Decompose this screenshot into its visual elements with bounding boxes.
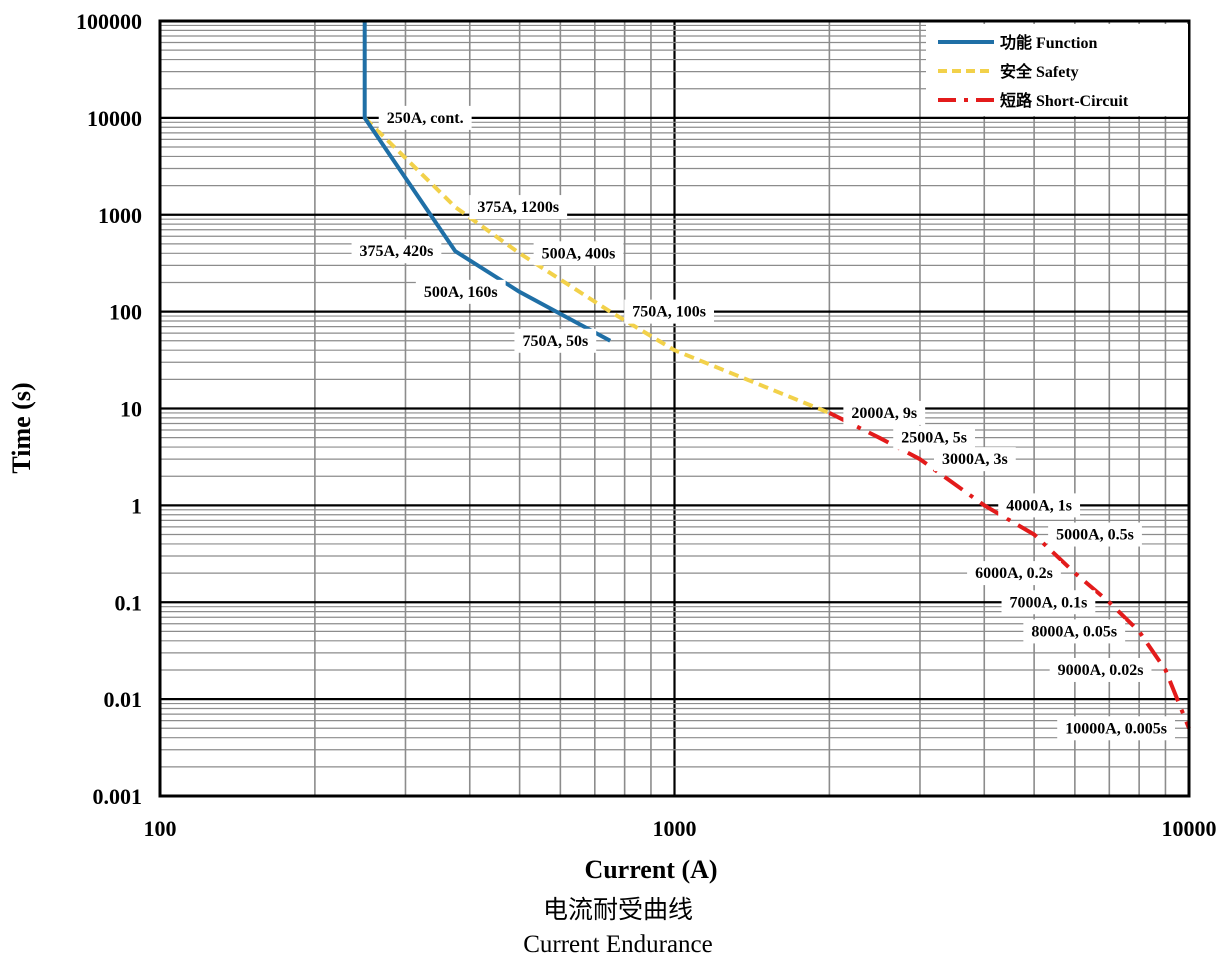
legend-label: 短路 Short-Circuit: [1000, 91, 1129, 110]
point-label-background: [624, 299, 715, 324]
point-label-text: 500A, 400s: [542, 245, 616, 262]
x-tick-label: 100: [144, 816, 177, 841]
point-label-background: [893, 425, 976, 450]
x-tick-label: 10000: [1162, 816, 1217, 841]
point-label-background: [843, 400, 926, 425]
caption-chinese: 电流耐受曲线: [543, 896, 693, 924]
point-label: 500A, 160s: [415, 279, 506, 304]
point-label-background: [351, 239, 442, 264]
point-label-text: 2000A, 9s: [851, 405, 917, 422]
point-label: 2500A, 5s: [893, 425, 976, 450]
point-label: 4000A, 1s: [998, 493, 1081, 518]
grid: [160, 21, 1189, 796]
point-label: 9000A, 0.02s: [1049, 657, 1152, 682]
point-label-text: 9000A, 0.02s: [1058, 662, 1144, 679]
point-label-text: 375A, 420s: [360, 243, 434, 260]
x-axis-title: Current (A): [584, 855, 717, 884]
y-tick-label: 0.001: [93, 784, 143, 809]
point-label-text: 7000A, 0.1s: [1010, 594, 1088, 611]
y-tick-label: 10000: [87, 106, 142, 131]
point-label: 375A, 1200s: [469, 195, 568, 220]
point-label-background: [998, 493, 1081, 518]
point-label-background: [1057, 716, 1175, 741]
point-label-text: 4000A, 1s: [1006, 497, 1072, 514]
point-label-background: [415, 279, 506, 304]
point-label: 8000A, 0.05s: [1023, 619, 1126, 644]
point-label-text: 750A, 50s: [522, 333, 588, 350]
x-tick-label: 1000: [653, 816, 697, 841]
point-label-text: 500A, 160s: [424, 284, 498, 301]
point-label: 5000A, 0.5s: [1048, 522, 1142, 547]
point-label-background: [1023, 619, 1126, 644]
y-tick-label: 0.01: [104, 687, 143, 712]
y-tick-label: 0.1: [115, 590, 143, 615]
y-tick-label: 1: [131, 493, 142, 518]
point-label-background: [1001, 590, 1096, 615]
series-line-2: [363, 116, 831, 415]
point-label-background: [378, 105, 472, 130]
point-label-background: [514, 328, 597, 353]
y-tick-label: 1000: [98, 203, 142, 228]
legend-label: 安全 Safety: [1000, 62, 1079, 81]
point-label: 250A, cont.: [378, 105, 472, 130]
point-label-text: 250A, cont.: [387, 110, 464, 127]
point-label-text: 3000A, 3s: [942, 451, 1008, 468]
point-label: 3000A, 3s: [933, 447, 1016, 472]
y-tick-labels: 100000 10000 1000 100 10 1 0.1 0.01 0.001: [76, 9, 142, 809]
point-labels: 250A, cont. 375A, 1200s 500A, 400s 750A, 10…: [351, 105, 1175, 741]
point-label: 10000A, 0.005s: [1057, 716, 1175, 741]
point-label-text: 6000A, 0.2s: [975, 565, 1053, 582]
legend: 功能 Function 安全 Safety 短路 Short-Circuit: [926, 24, 1188, 116]
point-label-background: [933, 447, 1016, 472]
point-label: 375A, 420s: [351, 239, 442, 264]
x-tick-labels: 100 1000 10000: [144, 816, 1217, 841]
point-label: 750A, 50s: [514, 328, 597, 353]
point-label: 2000A, 9s: [843, 400, 926, 425]
y-axis-title: Time (s): [7, 382, 36, 473]
point-label: 6000A, 0.2s: [967, 561, 1061, 586]
point-label-text: 8000A, 0.05s: [1031, 623, 1117, 640]
series-line-1: [362, 21, 612, 343]
point-label-background: [1049, 657, 1152, 682]
point-label-background: [1048, 522, 1142, 547]
point-label-background: [469, 195, 568, 220]
point-label-text: 5000A, 0.5s: [1056, 527, 1134, 544]
plot-frame: [158, 19, 1191, 798]
point-label-text: 375A, 1200s: [477, 199, 559, 216]
point-label-text: 2500A, 5s: [901, 430, 967, 447]
point-label: 500A, 400s: [533, 241, 624, 266]
point-label: 7000A, 0.1s: [1001, 590, 1096, 615]
point-label: 750A, 100s: [624, 299, 715, 324]
y-tick-label: 100: [109, 300, 142, 325]
y-tick-label: 10: [120, 397, 142, 422]
caption-english: Current Endurance: [523, 931, 713, 958]
point-label-background: [967, 561, 1061, 586]
point-label-text: 750A, 100s: [632, 304, 706, 321]
legend-label: 功能 Function: [1000, 33, 1097, 52]
point-label-text: 10000A, 0.005s: [1065, 720, 1167, 737]
y-tick-label: 100000: [76, 9, 142, 34]
point-label-background: [533, 241, 624, 266]
